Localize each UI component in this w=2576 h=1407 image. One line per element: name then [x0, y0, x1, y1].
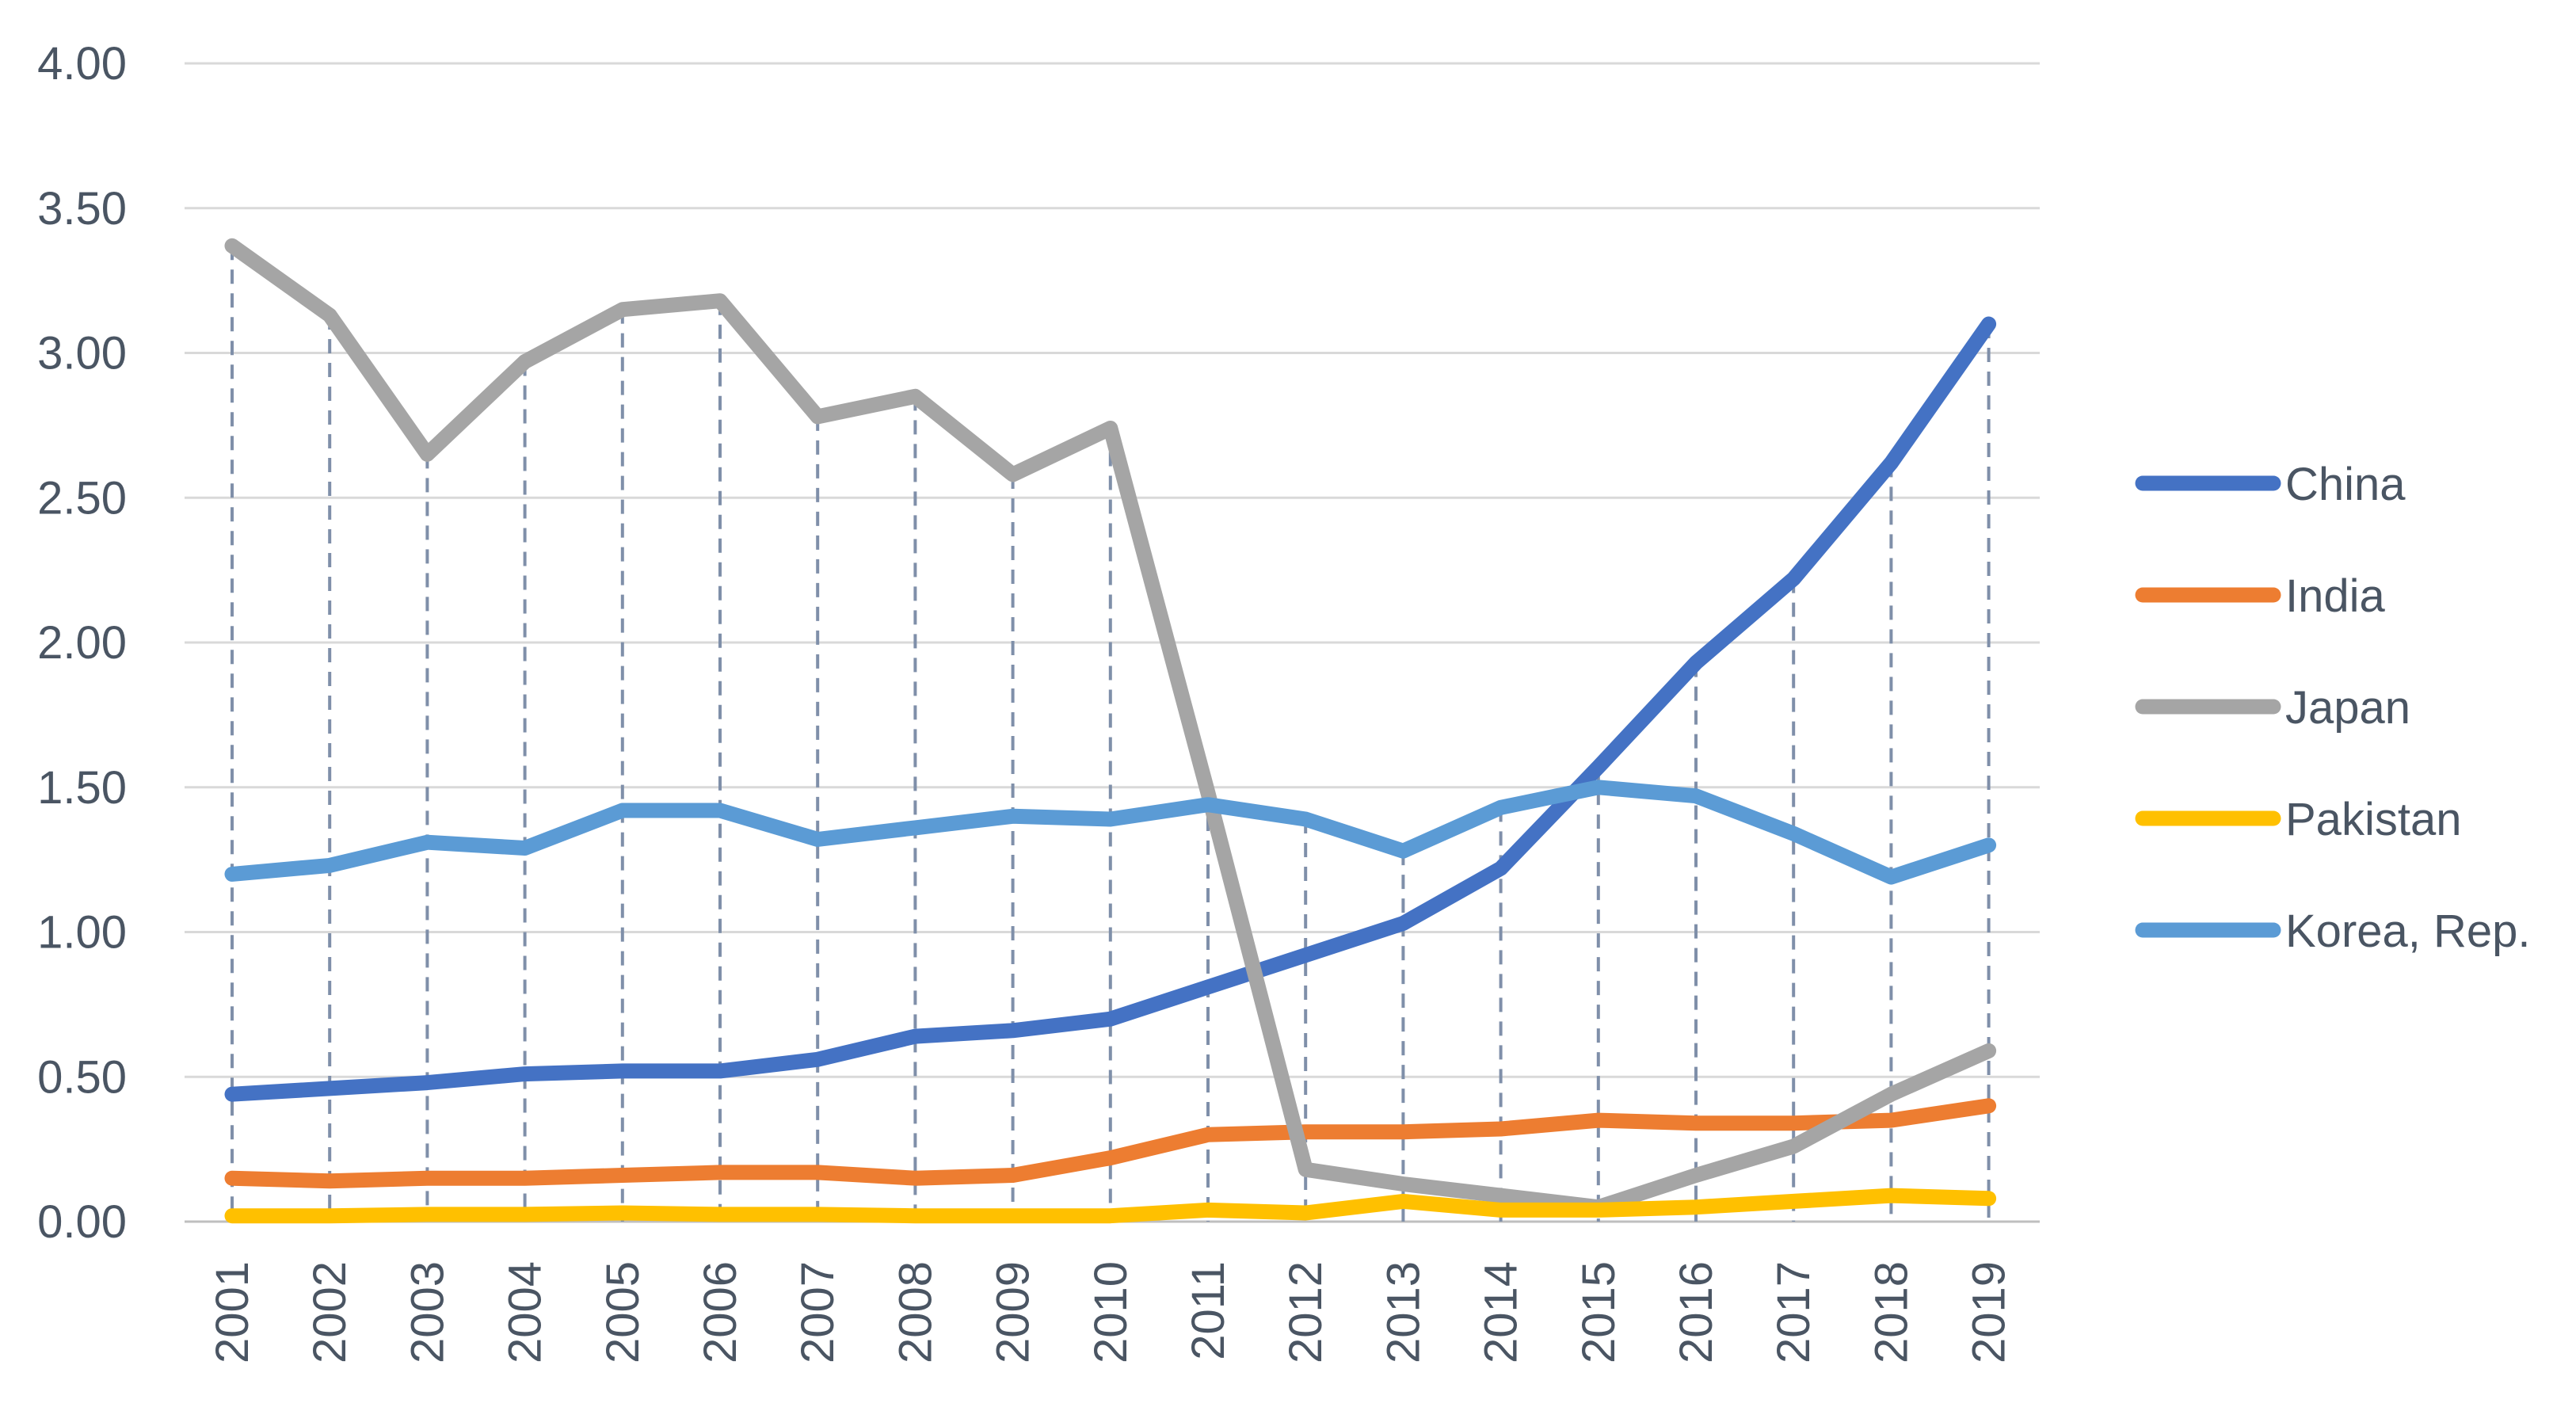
series-line-japan: [224, 238, 1997, 1215]
y-tick-label: 3.00: [37, 328, 127, 379]
x-tick-label: 2013: [1378, 1261, 1429, 1363]
x-tick-label: 2007: [792, 1261, 844, 1363]
x-tick-label: 2019: [1964, 1261, 2015, 1363]
x-tick-label: 2001: [207, 1261, 258, 1363]
series-line-china: [224, 316, 1997, 1102]
x-tick-label: 2011: [1183, 1261, 1234, 1360]
x-tick-label: 2004: [500, 1261, 551, 1363]
x-tick-label: 2016: [1671, 1261, 1722, 1363]
x-axis: 2001 2002 2003 2004 2005 2006 2007 2008 2009 2010…: [207, 1261, 2015, 1363]
y-tick-label: 3.50: [37, 183, 127, 234]
y-tick-label: 0.00: [37, 1196, 127, 1248]
legend: China India Japan Pakistan Korea, Rep.: [2135, 459, 2531, 957]
gridlines: [185, 62, 2040, 1223]
series-line-korea-rep: [224, 780, 1997, 885]
data-series: [224, 238, 1997, 1224]
x-tick-label: 2005: [597, 1261, 649, 1363]
legend-label-india: India: [2285, 570, 2386, 622]
legend-label-china: China: [2285, 459, 2406, 510]
y-tick-label: 4.00: [37, 38, 127, 90]
x-tick-label: 2010: [1085, 1261, 1137, 1363]
x-tick-label: 2017: [1768, 1261, 1820, 1363]
series-line-pakistan: [224, 1188, 1997, 1224]
y-tick-label: 2.00: [37, 617, 127, 669]
x-tick-label: 2006: [695, 1261, 746, 1363]
x-tick-label: 2015: [1573, 1261, 1625, 1363]
legend-label-pakistan: Pakistan: [2285, 794, 2461, 845]
x-tick-label: 2009: [988, 1261, 1039, 1363]
legend-label-korea-rep: Korea, Rep.: [2285, 906, 2531, 957]
x-tick-label: 2008: [890, 1261, 941, 1363]
x-tick-label: 2014: [1476, 1261, 1527, 1363]
x-tick-label: 2012: [1280, 1261, 1332, 1363]
legend-label-japan: Japan: [2285, 682, 2410, 734]
x-tick-label: 2003: [402, 1261, 453, 1363]
series-line-india: [224, 1098, 1997, 1189]
y-tick-label: 1.50: [37, 762, 127, 814]
y-tick-label: 2.50: [37, 472, 127, 524]
y-tick-label: 0.50: [37, 1051, 127, 1103]
x-tick-label: 2002: [304, 1261, 356, 1363]
y-axis: 0.00 0.50 1.00 1.50 2.00 2.50 3.00 3.50 4.00: [37, 38, 127, 1248]
y-tick-label: 1.00: [37, 907, 127, 959]
x-tick-label: 2018: [1865, 1261, 1917, 1363]
